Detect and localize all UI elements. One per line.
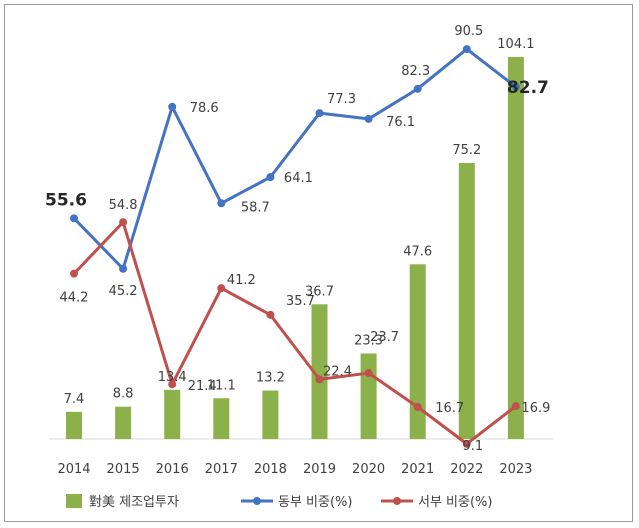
west-label-2014: 44.2 (60, 291, 89, 306)
bar-label-2018: 13.2 (256, 371, 285, 386)
bar-label-2016: 13.4 (158, 370, 187, 385)
west-point-2019 (315, 375, 324, 384)
west-point-2014 (70, 269, 78, 278)
east-label-2014: 55.6 (45, 190, 87, 210)
bar-2023 (507, 56, 524, 439)
bar-label-2017: 11.1 (207, 378, 236, 393)
x-tick-2018: 2018 (254, 462, 287, 477)
west-label-2018: 35.7 (286, 294, 315, 309)
bar-2020 (360, 353, 377, 439)
west-label-2016: 21.4 (188, 379, 217, 394)
bar-label-2023: 104.1 (497, 37, 534, 52)
west-point-2020 (364, 369, 373, 378)
bar-label-2022: 75.2 (452, 143, 481, 158)
bar-2015 (115, 406, 132, 439)
east-label-2018: 64.1 (284, 171, 313, 186)
east-label-2022: 90.5 (454, 24, 483, 39)
east-point-2016 (168, 102, 177, 111)
west-point-2018 (266, 310, 275, 319)
bar-2014 (66, 411, 82, 439)
chart: 7.4 8.8 13.4 11.1 13.2 36.7 23.3 47.6 75.2 104.1 5… (45, 24, 553, 510)
x-tick-2017: 2017 (205, 462, 238, 477)
east-label-2017: 58.7 (241, 200, 270, 215)
bar-label-2019: 36.7 (305, 284, 334, 299)
x-tick-2015: 2015 (107, 462, 140, 477)
west-point-2015 (119, 218, 128, 227)
bar-2018 (262, 390, 279, 439)
east-label-2021: 82.3 (401, 64, 430, 79)
legend-label-investment: 對美 제조업투자 (89, 495, 179, 510)
west-label-2022: 9.1 (462, 439, 483, 454)
west-point-2021 (413, 403, 422, 412)
east-point-2023 (511, 82, 520, 91)
east-point-2020 (364, 114, 373, 123)
bar-2019 (311, 304, 328, 439)
west-point-2016 (168, 380, 177, 389)
x-tick-2019: 2019 (303, 462, 336, 477)
chart-frame: 7.4 8.8 13.4 11.1 13.2 36.7 23.3 47.6 75.2 104.1 5… (4, 4, 633, 522)
line-east (72, 47, 517, 271)
west-point-2017 (217, 284, 226, 293)
legend-label-east: 동부 비중(%) (278, 495, 352, 510)
legend-swatch-east-dot (253, 497, 261, 505)
x-tick-2014: 2014 (57, 462, 90, 477)
east-point-2021 (413, 84, 422, 93)
bar-2022 (458, 163, 475, 440)
east-label-2016: 78.6 (190, 101, 219, 116)
bar-label-2014: 7.4 (64, 392, 85, 407)
east-point-2018 (266, 173, 275, 182)
x-tick-2021: 2021 (401, 462, 434, 477)
bar-2017 (213, 398, 230, 439)
west-point-2023 (511, 402, 520, 411)
bar-label-2020: 23.3 (354, 333, 383, 348)
east-label-2020: 76.1 (386, 115, 415, 130)
west-label-2015: 54.8 (109, 198, 138, 213)
x-tick-2016: 2016 (156, 462, 189, 477)
legend-swatch-investment (66, 494, 82, 508)
east-label-2019: 77.3 (327, 92, 356, 107)
x-tick-2020: 2020 (352, 462, 385, 477)
west-point-2022 (462, 439, 471, 448)
west-label-2019: 22.4 (323, 364, 352, 379)
bar-label-2015: 8.8 (113, 387, 134, 402)
legend-swatch-west-dot (393, 497, 401, 505)
west-label-2023: 16.9 (521, 401, 550, 416)
east-point-2015 (119, 264, 128, 273)
east-point-2022 (462, 45, 471, 54)
bar-2016 (164, 389, 181, 439)
east-label-2023: 82.7 (507, 78, 549, 98)
west-label-2020: 23.7 (370, 330, 399, 345)
x-tick-2023: 2023 (499, 462, 532, 477)
west-label-2021: 16.7 (435, 401, 464, 416)
x-tick-2022: 2022 (450, 462, 483, 477)
east-label-2015: 45.2 (109, 284, 138, 299)
legend-label-west: 서부 비중(%) (418, 495, 492, 510)
east-point-2017 (217, 199, 226, 208)
east-point-2014 (70, 214, 78, 223)
west-label-2017: 41.2 (227, 273, 256, 288)
east-point-2019 (315, 109, 324, 118)
line-west (72, 220, 517, 446)
bar-label-2021: 47.6 (403, 244, 432, 259)
bar-2021 (409, 264, 426, 439)
